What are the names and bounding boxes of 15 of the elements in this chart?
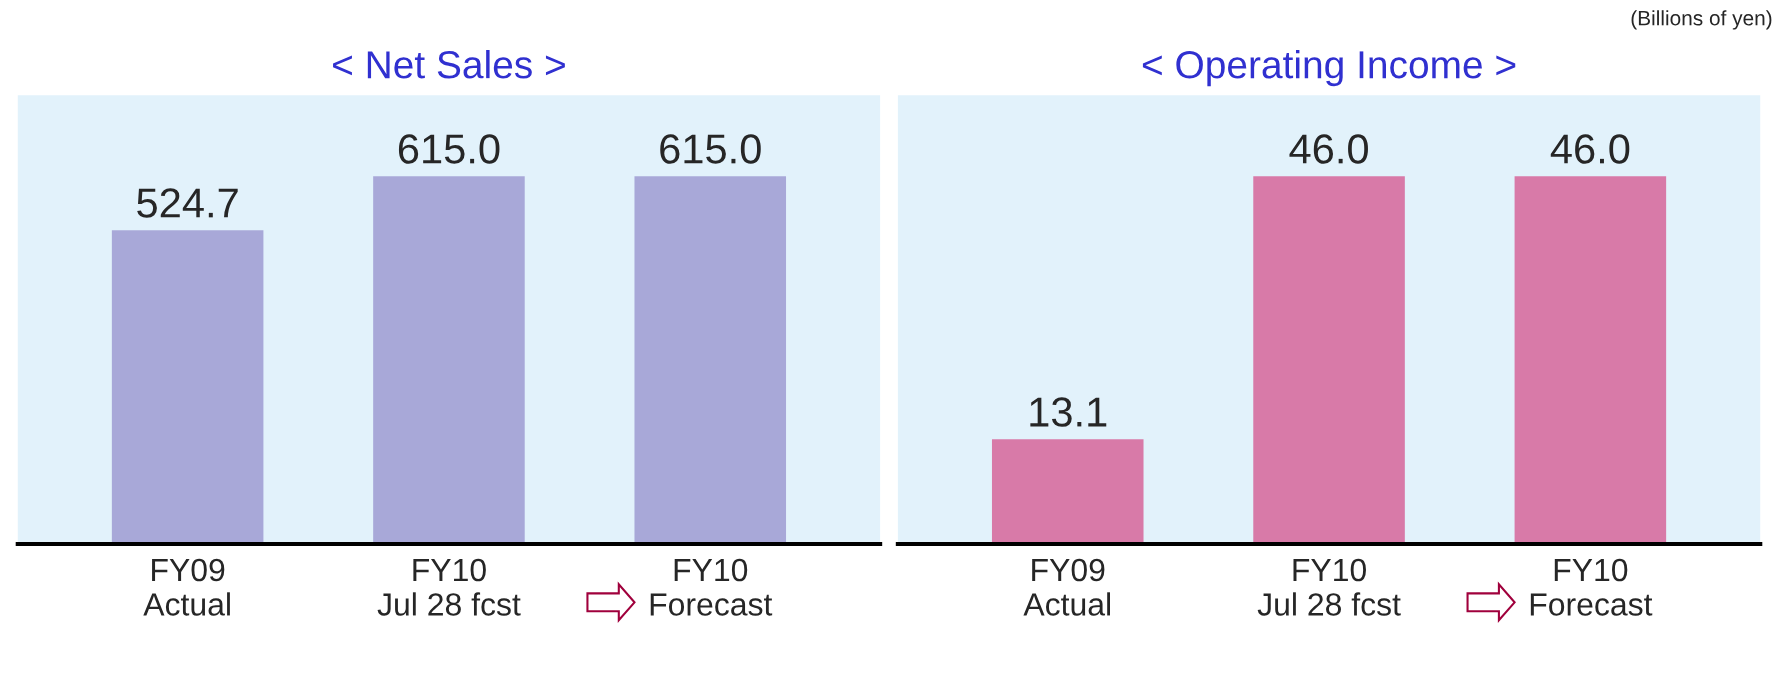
data-label: 13.1 bbox=[1030, 397, 1107, 427]
x-tick-label: FY09 Actual bbox=[143, 558, 230, 616]
data-label: 46.0 bbox=[1550, 134, 1630, 164]
text: (Billions of yen) bbox=[1631, 10, 1772, 30]
chart-title: < Net Sales > bbox=[333, 49, 565, 79]
data-label: 615.0 bbox=[660, 134, 761, 164]
chart-title: < Operating Income > bbox=[1142, 49, 1516, 87]
x-tick-label: FY10 Forecast bbox=[1530, 558, 1653, 616]
x-tick-label: FY10 Forecast bbox=[650, 558, 773, 616]
data-label: 615.0 bbox=[398, 134, 500, 164]
x-tick-label: FY10 Jul 28 fcst bbox=[377, 558, 521, 616]
data-label: 524.7 bbox=[137, 188, 238, 218]
data-label: 46.0 bbox=[1289, 134, 1368, 164]
x-tick-label: FY10 Jul 28 fcst bbox=[1257, 558, 1401, 616]
x-tick-label: FY09 Actual bbox=[1023, 558, 1110, 616]
